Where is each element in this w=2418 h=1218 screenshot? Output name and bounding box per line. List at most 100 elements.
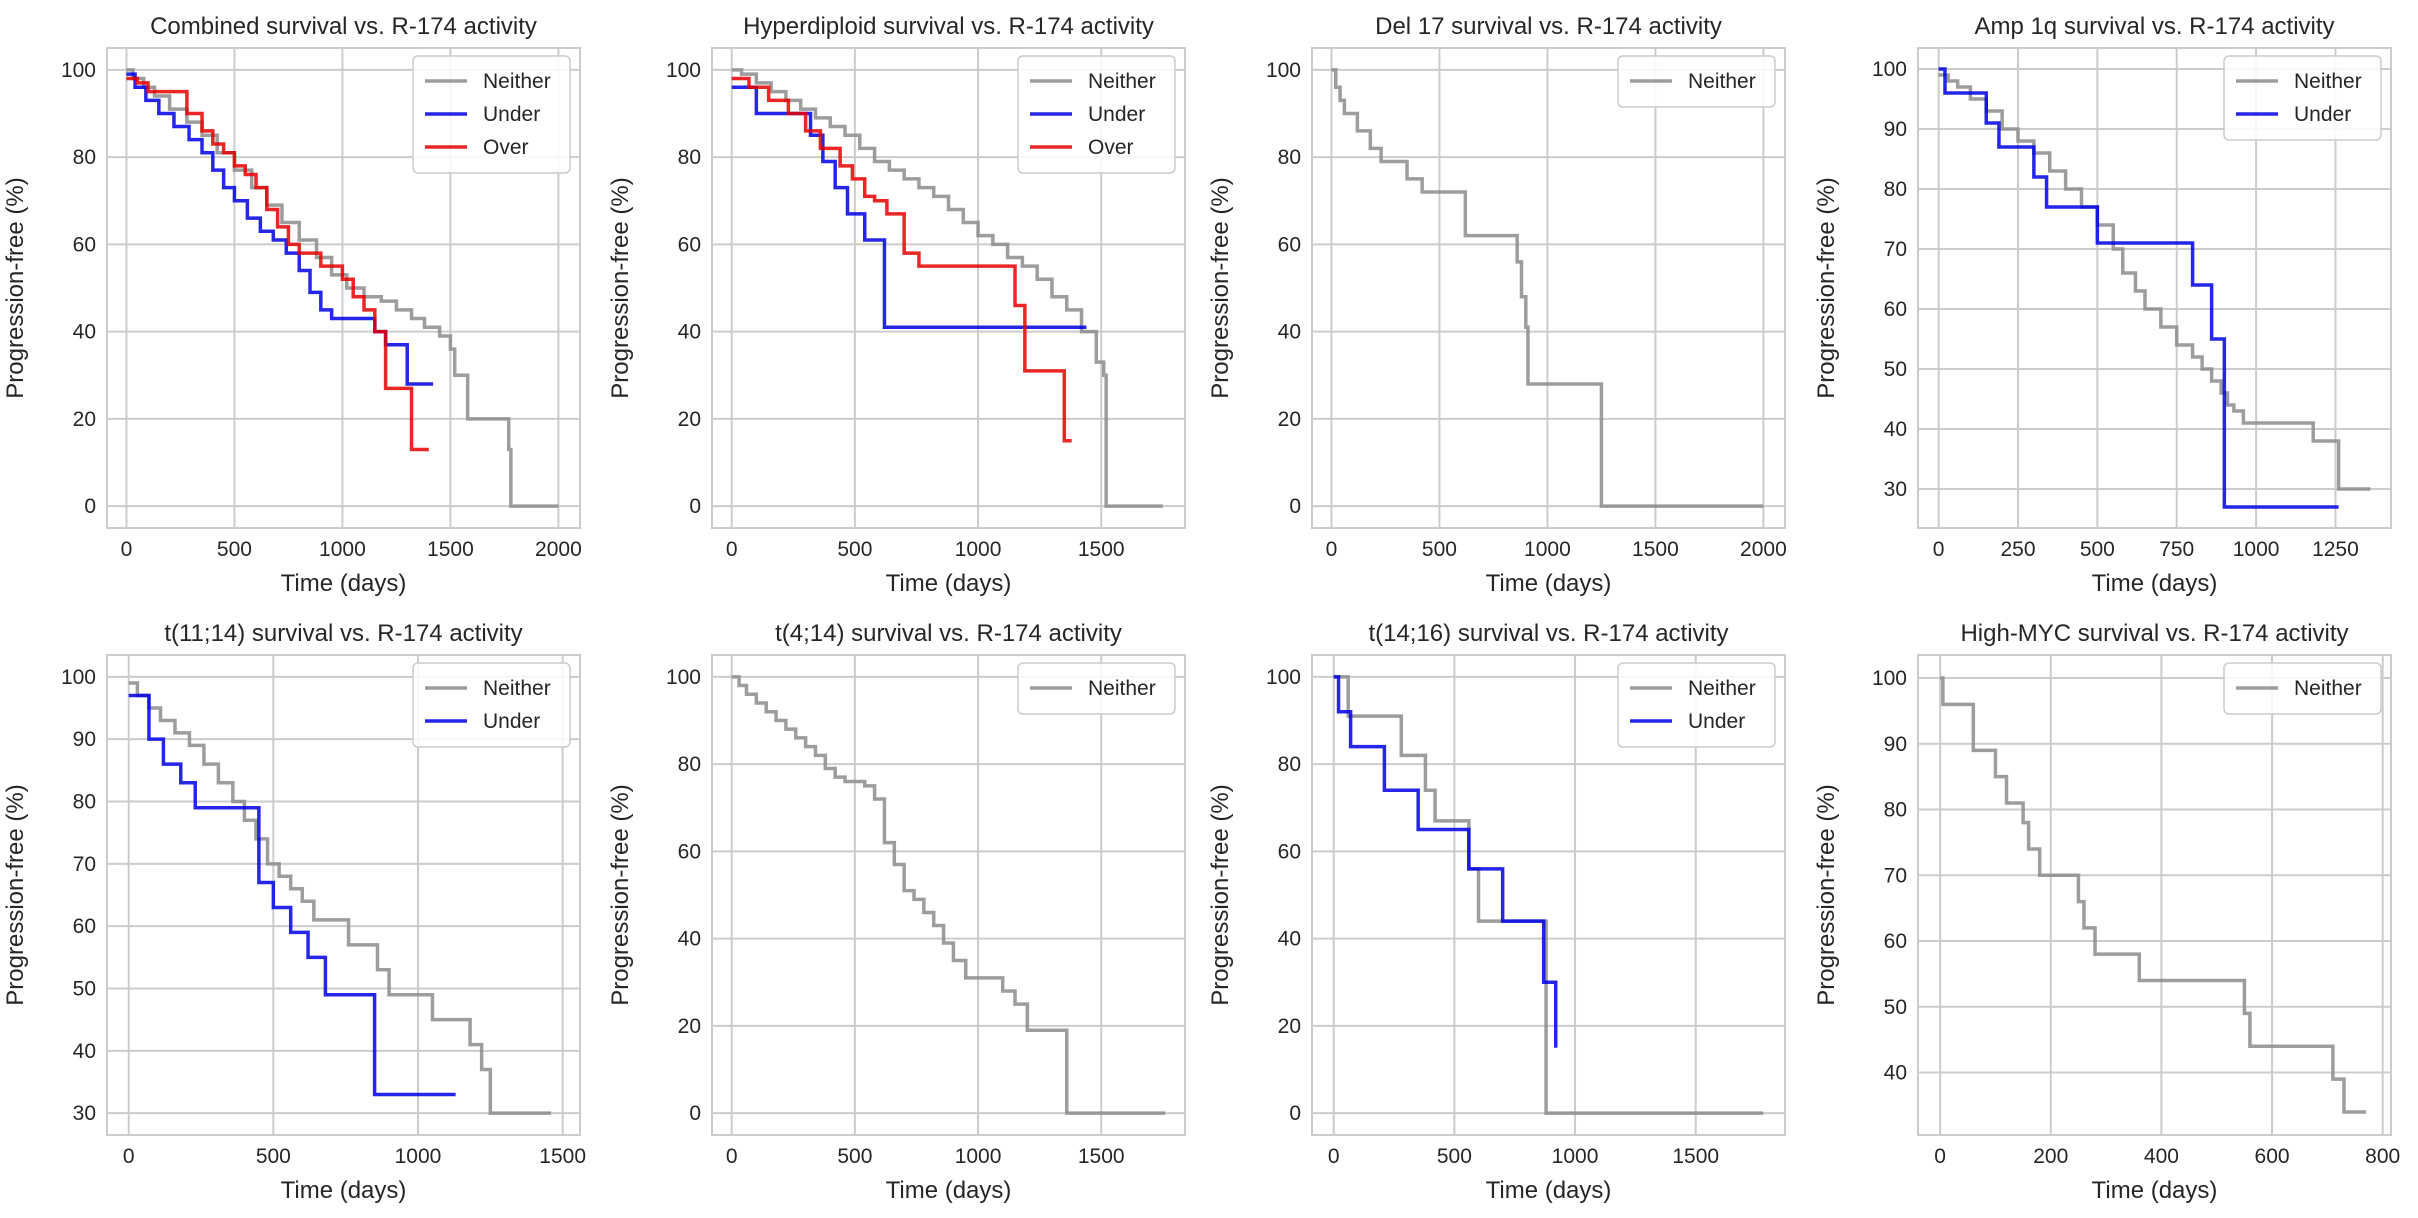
chart-title: t(11;14) survival vs. R-174 activity bbox=[164, 620, 522, 647]
y-tick-label: 40 bbox=[73, 1040, 96, 1063]
y-tick-label: 60 bbox=[1278, 233, 1301, 256]
x-tick-label: 1000 bbox=[1552, 1145, 1599, 1168]
x-tick-label: 1250 bbox=[2312, 538, 2359, 561]
y-tick-label: 40 bbox=[678, 321, 701, 344]
chart-title: Combined survival vs. R-174 activity bbox=[150, 13, 537, 40]
legend-label-under: Under bbox=[1088, 103, 1145, 126]
y-tick-label: 80 bbox=[1278, 146, 1301, 169]
y-tick-label: 0 bbox=[1289, 495, 1301, 518]
y-tick-label: 80 bbox=[1278, 753, 1301, 776]
plot-frame bbox=[711, 654, 1186, 1136]
y-tick-label: 0 bbox=[689, 495, 701, 518]
x-axis-label: Time (days) bbox=[886, 570, 1012, 597]
series-line-neither bbox=[126, 68, 559, 508]
series-line-neither bbox=[1940, 676, 2367, 1114]
plot-frame bbox=[1311, 47, 1786, 529]
x-axis-label: Time (days) bbox=[1486, 570, 1612, 597]
x-tick-label: 1000 bbox=[395, 1145, 442, 1168]
series-line-neither bbox=[1333, 675, 1764, 1115]
y-tick-label: 100 bbox=[61, 59, 96, 82]
y-tick-label: 40 bbox=[73, 321, 96, 344]
x-axis-label: Time (days) bbox=[281, 570, 407, 597]
legend-box bbox=[1617, 55, 1776, 108]
chart-panel-4: 0 250 500 750 1000 1250 30 40 50 60 70 80 90 100 Amp 1… bbox=[1813, 13, 2392, 597]
series-line-over bbox=[126, 76, 429, 452]
y-tick-label: 60 bbox=[678, 840, 701, 863]
y-axis-label: Progression-free (%) bbox=[2, 784, 29, 1005]
plot-frame bbox=[106, 654, 581, 1136]
y-tick-label: 90 bbox=[1884, 733, 1907, 756]
x-tick-label: 800 bbox=[2365, 1145, 2400, 1168]
x-tick-label: 500 bbox=[837, 538, 872, 561]
y-tick-label: 80 bbox=[1884, 799, 1907, 822]
x-tick-label: 1500 bbox=[1672, 1145, 1719, 1168]
x-tick-label: 750 bbox=[2159, 538, 2194, 561]
x-tick-label: 0 bbox=[726, 1145, 738, 1168]
chart-panel-2: 0 500 1000 1500 0 20 40 60 80 100 Hyperdiploid sur… bbox=[607, 13, 1186, 597]
y-tick-label: 90 bbox=[1884, 118, 1907, 141]
y-tick-label: 30 bbox=[73, 1102, 96, 1125]
y-tick-label: 40 bbox=[1278, 928, 1301, 951]
y-tick-label: 90 bbox=[73, 728, 96, 751]
y-tick-label: 40 bbox=[1884, 1062, 1907, 1085]
y-tick-label: 20 bbox=[678, 408, 701, 431]
y-tick-label: 50 bbox=[73, 978, 96, 1001]
y-axis-label: Progression-free (%) bbox=[1207, 177, 1234, 398]
plot-frame bbox=[106, 47, 581, 529]
legend-label-neither: Neither bbox=[483, 70, 551, 93]
y-axis-label: Progression-free (%) bbox=[1813, 784, 1840, 1005]
y-tick-label: 50 bbox=[1884, 358, 1907, 381]
series-line-neither bbox=[128, 681, 552, 1115]
x-tick-label: 400 bbox=[2144, 1145, 2179, 1168]
y-tick-label: 70 bbox=[1884, 864, 1907, 887]
x-tick-label: 0 bbox=[1933, 538, 1945, 561]
series-line-under bbox=[128, 693, 456, 1097]
x-tick-label: 2000 bbox=[535, 538, 582, 561]
y-tick-label: 100 bbox=[1266, 59, 1301, 82]
y-tick-label: 100 bbox=[666, 666, 701, 689]
y-tick-label: 100 bbox=[1266, 666, 1301, 689]
y-tick-label: 80 bbox=[678, 753, 701, 776]
plot-frame bbox=[1917, 654, 2392, 1136]
x-tick-label: 1000 bbox=[1524, 538, 1571, 561]
x-tick-label: 1500 bbox=[427, 538, 474, 561]
x-tick-label: 1500 bbox=[1078, 538, 1125, 561]
series-line-under bbox=[1938, 67, 2339, 509]
legend: Neither Under bbox=[2223, 55, 2382, 141]
x-axis-label: Time (days) bbox=[281, 1177, 407, 1204]
chart-title: Amp 1q survival vs. R-174 activity bbox=[1974, 13, 2334, 40]
legend-label-under: Under bbox=[1688, 710, 1745, 733]
x-axis-label: Time (days) bbox=[2092, 570, 2218, 597]
x-tick-label: 1000 bbox=[955, 1145, 1002, 1168]
y-tick-label: 20 bbox=[73, 408, 96, 431]
y-tick-label: 60 bbox=[678, 233, 701, 256]
chart-panel-1: 0 500 1000 1500 2000 0 20 40 60 80 100 Combined sur… bbox=[2, 13, 582, 597]
legend: Neither Under bbox=[412, 662, 571, 748]
chart-panel-6: 0 500 1000 1500 0 20 40 60 80 100 t(4;14) survival… bbox=[607, 620, 1186, 1204]
series-line-neither bbox=[1938, 73, 2371, 491]
y-tick-label: 80 bbox=[1884, 178, 1907, 201]
y-tick-label: 60 bbox=[73, 915, 96, 938]
legend-label-under: Under bbox=[483, 103, 540, 126]
y-axis-label: Progression-free (%) bbox=[2, 177, 29, 398]
chart-title: Hyperdiploid survival vs. R-174 activity bbox=[743, 13, 1154, 40]
chart-panel-5: 0 500 1000 1500 30 40 50 60 70 80 90 100 t(11;14) su… bbox=[2, 620, 586, 1204]
x-axis-label: Time (days) bbox=[886, 1177, 1012, 1204]
legend-box bbox=[1617, 662, 1776, 748]
legend-box bbox=[2223, 55, 2382, 141]
plot-frame bbox=[711, 47, 1186, 529]
y-tick-label: 80 bbox=[678, 146, 701, 169]
x-tick-label: 200 bbox=[2033, 1145, 2068, 1168]
x-tick-label: 1000 bbox=[2233, 538, 2280, 561]
y-axis-label: Progression-free (%) bbox=[1813, 177, 1840, 398]
y-tick-label: 60 bbox=[1884, 298, 1907, 321]
y-axis-label: Progression-free (%) bbox=[607, 784, 634, 1005]
legend: Neither bbox=[2223, 662, 2382, 715]
x-tick-label: 500 bbox=[2080, 538, 2115, 561]
legend-label-neither: Neither bbox=[2294, 677, 2362, 700]
x-tick-label: 500 bbox=[256, 1145, 291, 1168]
series-line-under bbox=[1333, 675, 1558, 1048]
x-tick-label: 0 bbox=[121, 538, 133, 561]
x-tick-label: 250 bbox=[2000, 538, 2035, 561]
y-axis-label: Progression-free (%) bbox=[607, 177, 634, 398]
